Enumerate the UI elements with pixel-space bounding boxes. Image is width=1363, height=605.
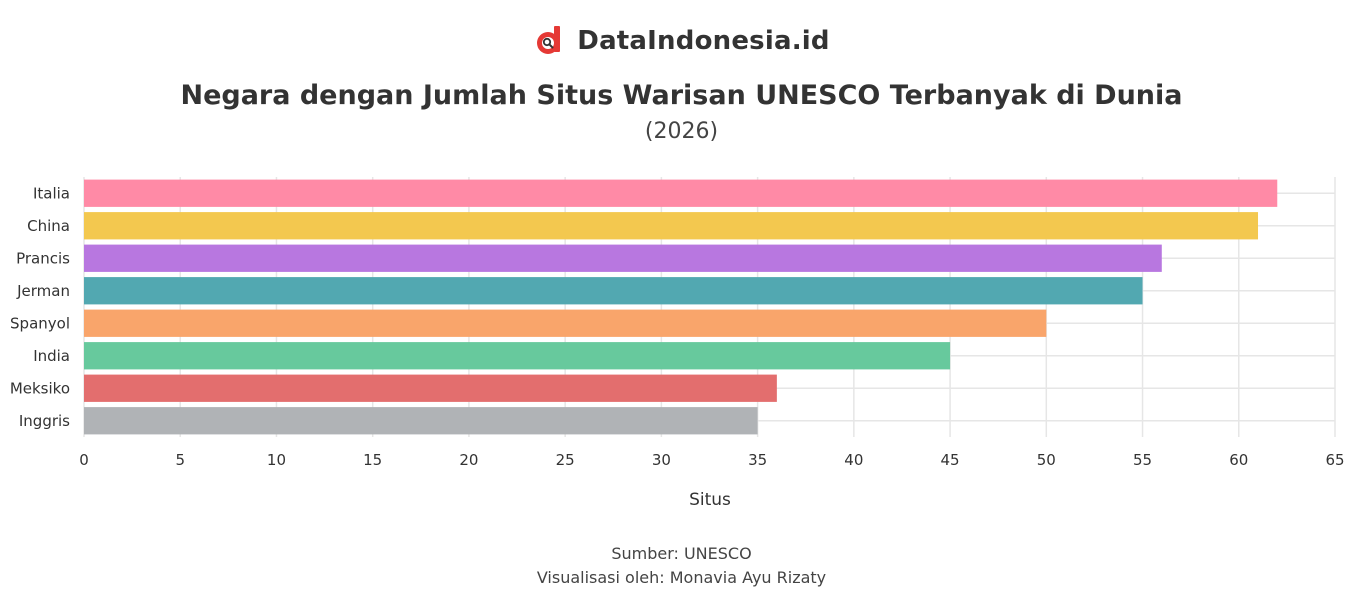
x-tick-label: 45 (941, 451, 960, 469)
category-label: Spanyol (10, 314, 70, 332)
x-tick-label: 35 (748, 451, 767, 469)
category-label: China (27, 217, 70, 235)
x-tick-label: 65 (1325, 451, 1344, 469)
source-note: Sumber: UNESCO (611, 544, 752, 563)
chart-title: Negara dengan Jumlah Situs Warisan UNESC… (180, 80, 1183, 111)
bar-chart: Italia China Prancis Jerman Spanyol India Meks… (10, 177, 1345, 510)
x-tick-label: 40 (844, 451, 863, 469)
brand-header: DataIndonesia.id (0, 24, 1363, 58)
category-label: India (33, 347, 70, 365)
x-tick-labels: 0 5 10 15 20 25 30 35 40 45 50 55 60 65 (79, 451, 1344, 469)
category-label: Prancis (16, 249, 70, 267)
bars (84, 179, 1278, 435)
brand-name: DataIndonesia.id (577, 26, 830, 56)
category-label: Italia (33, 184, 70, 202)
chart-subtitle: (2026) (644, 119, 719, 144)
category-label: Meksiko (10, 379, 70, 397)
x-tick-label: 30 (652, 451, 671, 469)
x-tick-label: 60 (1229, 451, 1248, 469)
x-tick-label: 20 (459, 451, 478, 469)
x-axis-label: Situs (689, 490, 731, 510)
category-label: Inggris (19, 412, 70, 430)
bar-india (84, 342, 951, 370)
dataindonesia-logo-icon (537, 26, 561, 54)
bar-spanyol (84, 309, 1047, 337)
bar-prancis (84, 244, 1162, 272)
category-labels: Italia China Prancis Jerman Spanyol India Meks… (10, 184, 70, 430)
x-tick-label: 0 (79, 451, 89, 469)
x-tick-label: 5 (175, 451, 185, 469)
credit-note: Visualisasi oleh: Monavia Ayu Rizaty (536, 568, 827, 587)
bar-inggris (84, 407, 758, 435)
x-tick-label: 25 (556, 451, 575, 469)
category-label: Jerman (16, 282, 70, 300)
x-tick-label: 10 (267, 451, 286, 469)
x-tick-label: 55 (1133, 451, 1152, 469)
bar-meksiko (84, 374, 777, 402)
bar-jerman (84, 277, 1143, 305)
x-tick-label: 15 (363, 451, 382, 469)
x-tick-label: 50 (1037, 451, 1056, 469)
bar-china (84, 212, 1259, 240)
bar-italia (84, 179, 1278, 207)
